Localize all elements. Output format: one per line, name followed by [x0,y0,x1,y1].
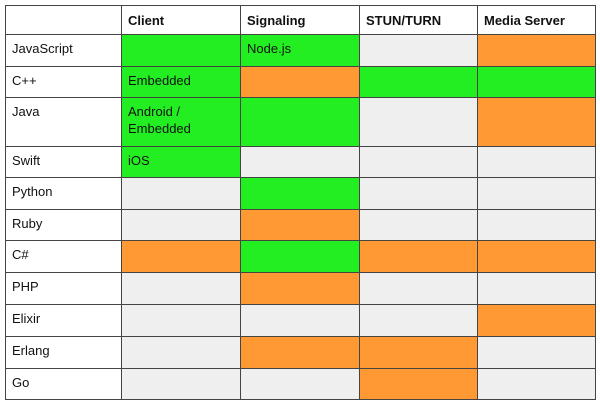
column-header: STUN/TURN [359,5,478,35]
table-row: PHP [5,272,596,305]
row-label: Java [5,97,122,147]
support-cell [477,146,596,178]
table-row: Ruby [5,209,596,241]
row-label: JavaScript [5,34,122,67]
support-cell [240,66,360,98]
table-row: Java Android / Embedded [5,97,596,147]
table-row: C++ Embedded [5,66,596,98]
support-cell [121,177,241,210]
support-cell [477,177,596,210]
support-cell [359,272,478,305]
support-cell [359,66,478,98]
row-label: C# [5,240,122,273]
row-label: PHP [5,272,122,305]
row-label: Elixir [5,304,122,337]
support-cell: iOS [121,146,241,178]
support-cell [121,209,241,241]
support-cell: Embedded [121,66,241,98]
support-cell [240,240,360,273]
table-row: Elixir [5,304,596,337]
row-label: Go [5,368,122,400]
support-cell [359,34,478,67]
support-cell [240,177,360,210]
support-cell [477,368,596,400]
table-row: Go [5,368,596,400]
support-cell [359,336,478,369]
row-label: Erlang [5,336,122,369]
table: Client Signaling STUN/TURN Media Server Jav… [5,5,596,400]
table-row: C# [5,240,596,273]
support-cell [477,304,596,337]
header-row: Client Signaling STUN/TURN Media Server [5,5,596,35]
support-cell [477,240,596,273]
table-container: Client Signaling STUN/TURN Media Server Jav… [5,5,596,400]
corner-cell [5,5,122,35]
support-cell [121,240,241,273]
support-cell [240,368,360,400]
support-cell [477,272,596,305]
support-cell [240,304,360,337]
table-row: Python [5,177,596,210]
support-cell [121,336,241,369]
support-cell [359,368,478,400]
table-row: Swift iOS [5,146,596,178]
column-header: Signaling [240,5,360,35]
support-cell [359,97,478,147]
support-cell [121,368,241,400]
support-cell [240,272,360,305]
table-row: JavaScript Node.js [5,34,596,67]
row-label: Swift [5,146,122,178]
support-cell [477,66,596,98]
support-cell [240,146,360,178]
row-label: Ruby [5,209,122,241]
support-cell [121,304,241,337]
support-cell [121,272,241,305]
support-cell [359,304,478,337]
support-cell [477,97,596,147]
column-header: Media Server [477,5,596,35]
support-cell [359,240,478,273]
support-cell: Node.js [240,34,360,67]
support-cell [359,146,478,178]
support-cell [240,209,360,241]
support-cell [359,209,478,241]
support-cell [477,336,596,369]
support-cell [477,34,596,67]
column-header: Client [121,5,241,35]
support-cell [477,209,596,241]
row-label: C++ [5,66,122,98]
support-cell [359,177,478,210]
support-cell [240,336,360,369]
table-row: Erlang [5,336,596,369]
support-cell [240,97,360,147]
support-cell: Android / Embedded [121,97,241,147]
support-cell [121,34,241,67]
row-label: Python [5,177,122,210]
